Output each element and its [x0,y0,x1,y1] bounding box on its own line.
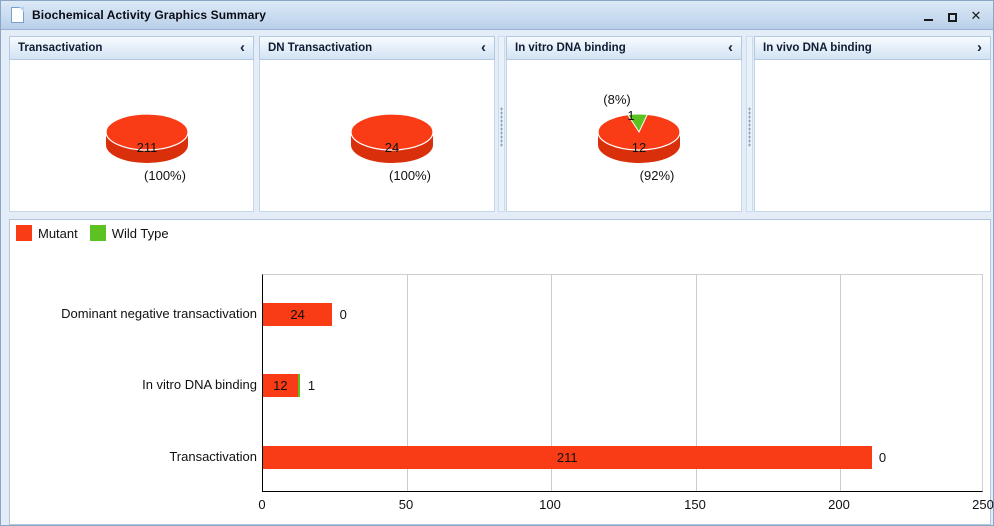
collapse-left-icon[interactable]: ‹ [240,39,245,56]
bar-value-label: 211 [556,449,578,465]
pie-chart-empty [754,60,991,212]
panel-invivo-dna-binding: In vivo DNA binding › [754,36,991,212]
pie-label: 24 [385,140,399,155]
bar-value-label: 1 [307,377,316,393]
x-tick-label: 200 [828,497,850,512]
panel-header: Transactivation ‹ [9,36,254,60]
pie-label: 211 [137,140,158,155]
x-tick-label: 50 [398,497,414,512]
document-icon [11,7,24,23]
panel-title: DN Transactivation [268,42,373,54]
gridline [551,275,552,491]
splitter-grip-icon [748,107,751,147]
category-label: Dominant negative transactivation [61,306,257,321]
bar-plot-area: 24 0 12 1 211 0 [262,274,983,492]
minimize-icon [923,18,933,21]
bar-value-label: 24 [290,307,305,322]
title-bar: Biochemical Activity Graphics Summary ✕ [1,1,993,30]
pie-svg: 211 (100%) [105,113,189,183]
panel-header: In vitro DNA binding ‹ [506,36,742,60]
gridline [696,275,697,491]
panel-dn-transactivation: DN Transactivation ‹ 24 (100%) [259,36,495,212]
pie-label: (92%) [640,168,675,183]
x-tick-label: 150 [684,497,706,512]
panel-invitro-dna-binding: In vitro DNA binding ‹ 12 (92%) 1 (8%) [506,36,742,212]
x-tick-label: 0 [258,497,266,512]
pie-label: (100%) [144,168,186,183]
category-label: Transactivation [169,448,257,464]
category-label: In vitro DNA binding [142,376,257,392]
pie-label: 12 [632,140,646,155]
legend-label-wildtype: Wild Type [111,225,169,241]
splitter-grip-icon [500,107,503,147]
bar-value-label: 0 [339,307,347,322]
minimize-button[interactable] [921,9,935,23]
pie-label: (100%) [389,168,431,183]
panel-transactivation: Transactivation ‹ 211 (100%) [9,36,254,212]
maximize-icon [947,12,957,22]
bar-segment-wild-type [297,373,301,397]
panel-title: In vitro DNA binding [515,42,626,54]
panel-header: In vivo DNA binding › [754,36,991,60]
pie-chart-dn-transactivation: 24 (100%) [259,60,495,212]
bar-value-label: 0 [878,449,887,465]
splitter-handle[interactable] [746,36,753,212]
pie-label: (8%) [603,92,630,107]
panel-title: Transactivation [18,42,103,54]
collapse-right-icon[interactable]: › [977,39,982,56]
pie-label: 1 [627,108,634,123]
bar-segment-mutant [263,373,298,397]
wildtype-swatch-icon [89,225,106,241]
legend-label-mutant: Mutant [38,225,78,241]
close-button[interactable]: ✕ [969,7,983,23]
gridline [840,275,841,491]
pie-svg: 24 (100%) [350,113,434,183]
collapse-left-icon[interactable]: ‹ [728,39,733,56]
gridline [407,275,408,491]
panel-header: DN Transactivation ‹ [259,36,495,60]
pie-chart-invitro-dna-binding: 12 (92%) 1 (8%) [506,60,742,212]
x-tick-label: 100 [539,497,561,512]
mutant-swatch-icon [16,225,32,241]
maximize-button[interactable] [945,9,959,23]
collapse-left-icon[interactable]: ‹ [481,39,486,56]
bar-value-label: 12 [273,377,288,393]
close-icon: ✕ [970,7,982,23]
window-controls: ✕ [921,1,983,30]
pie-chart-transactivation: 211 (100%) [9,60,254,212]
pie-svg: 12 (92%) 1(8%) [597,92,681,183]
bar-segment-mutant [263,445,872,469]
window-title: Biochemical Activity Graphics Summary [32,8,267,22]
bar-chart-panel: Mutant Wild Type 24 0 12 1 211 0 Dominant neg… [9,219,994,525]
panel-title: In vivo DNA binding [763,42,872,54]
bar-segment-mutant [263,303,333,326]
chart-legend: Mutant Wild Type [16,223,181,243]
x-tick-label: 250 [972,497,994,512]
splitter-handle[interactable] [498,36,505,212]
